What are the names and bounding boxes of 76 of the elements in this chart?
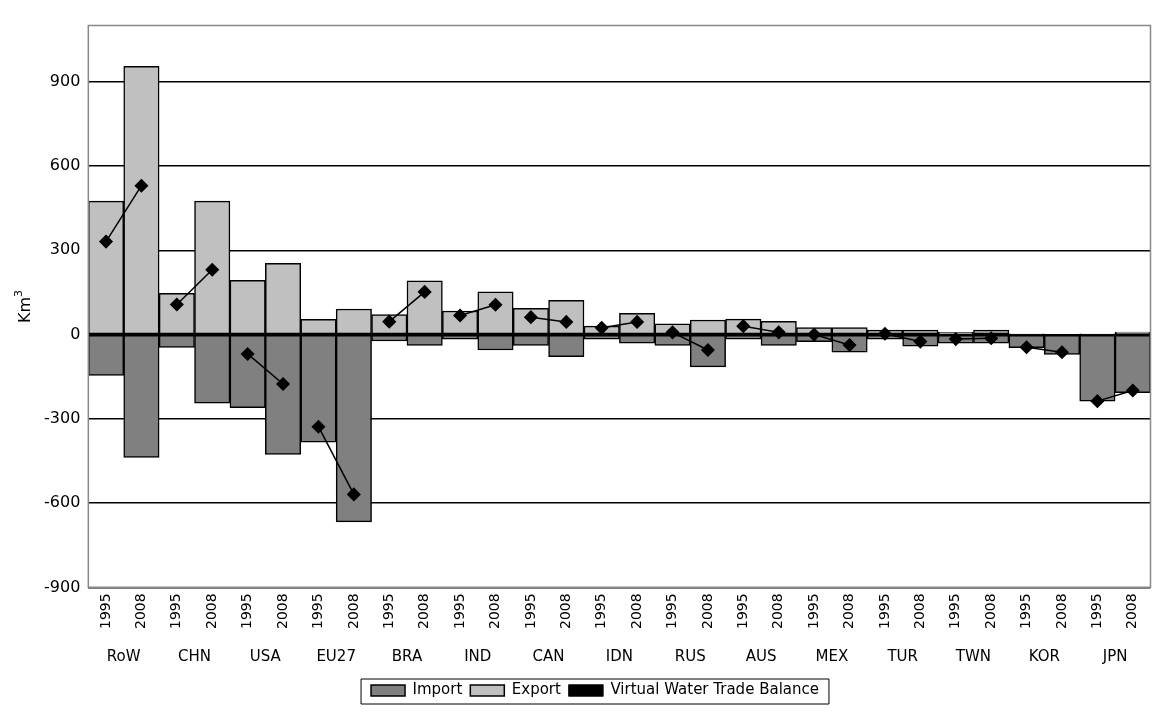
point — [134, 178, 149, 193]
y-tick-label: -900 — [44, 576, 81, 596]
point — [594, 321, 609, 335]
point — [949, 332, 963, 346]
x-tick-label: 1995 — [1088, 593, 1105, 630]
point — [347, 487, 361, 502]
y-tick-label: 0 — [70, 323, 81, 343]
text: IND — [464, 646, 492, 665]
text: TUR — [886, 646, 918, 665]
x-tick-label: 1995 — [663, 593, 680, 630]
point — [1019, 340, 1034, 354]
x-tick-label: 1995 — [592, 593, 609, 630]
x-tick-label: 1995 — [96, 593, 113, 630]
text: TWN — [954, 646, 992, 665]
x-tick-label: 2008 — [202, 593, 219, 630]
y-tick-label: 300 — [49, 239, 81, 259]
x-tick-label: 1995 — [1017, 593, 1034, 630]
x-tick-label: 1995 — [167, 593, 184, 630]
x-tick-label: 2008 — [911, 593, 927, 630]
point — [807, 327, 821, 342]
x-tick-label: 2008 — [627, 593, 644, 630]
x-tick-label: 2008 — [132, 593, 149, 630]
point — [276, 377, 290, 391]
text: AUS — [745, 646, 777, 665]
text: CHN — [178, 646, 212, 665]
point — [771, 325, 786, 340]
point — [665, 325, 680, 340]
x-tick-label: 1995 — [875, 593, 892, 630]
text: RUS — [674, 646, 706, 665]
x-tick-label: 1995 — [379, 593, 396, 630]
x-tick-label: 2008 — [1052, 593, 1069, 630]
x-tick-label: 2008 — [769, 593, 786, 630]
x-tick-label: 2008 — [840, 593, 857, 630]
point — [913, 334, 928, 349]
x-tick-label: 1995 — [309, 593, 326, 630]
y-tick-label: -300 — [44, 408, 81, 427]
point — [984, 331, 998, 345]
text: KOR — [1028, 646, 1060, 665]
legend-label: Import — [412, 680, 463, 699]
text: IDN — [605, 646, 634, 665]
x-tick-label: 1995 — [733, 593, 750, 630]
point — [878, 326, 892, 341]
point — [170, 297, 184, 312]
text: CAN — [532, 646, 565, 665]
text: MEX — [815, 646, 849, 665]
y-tick-label: -600 — [44, 492, 81, 512]
x-tick-label: 2008 — [344, 593, 361, 630]
x-tick-label: 2008 — [1123, 593, 1140, 630]
y-tick-label: 600 — [49, 155, 81, 175]
y-tick-label: 900 — [49, 70, 81, 90]
point — [417, 285, 432, 299]
x-tick-label: 2008 — [273, 593, 290, 630]
point — [1090, 394, 1105, 408]
text: BRA — [391, 646, 423, 665]
x-tick-label: 1995 — [450, 593, 467, 630]
legend-label: Virtual Water Trade Balance — [610, 680, 819, 699]
x-tick-label: 2008 — [415, 593, 432, 630]
x-tick-label: 2008 — [486, 593, 503, 630]
x-tick-label: 1995 — [804, 593, 821, 630]
point — [240, 347, 255, 361]
text: RoW — [106, 646, 141, 665]
x-tick-label: 2008 — [698, 593, 715, 630]
point — [1126, 383, 1140, 398]
x-tick-label: 1995 — [521, 593, 538, 630]
point — [311, 419, 326, 434]
y-axis-title: Km3 — [11, 289, 35, 324]
text: USA — [249, 646, 282, 665]
text: EU27 — [316, 646, 356, 665]
x-tick-label: 2008 — [556, 593, 573, 630]
x-tick-label: 1995 — [946, 593, 963, 630]
point — [99, 234, 113, 249]
x-tick-label: 1995 — [238, 593, 255, 630]
x-tick-label: 2008 — [981, 593, 998, 630]
text: JPN — [1101, 646, 1128, 665]
point — [205, 262, 219, 277]
legend-label: Export — [511, 680, 562, 699]
